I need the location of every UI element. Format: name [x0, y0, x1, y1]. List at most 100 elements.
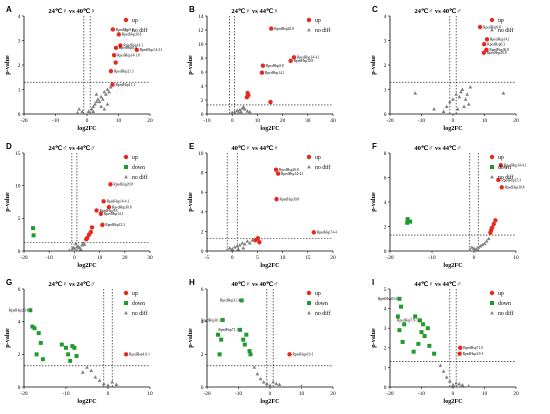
panel-label: E [189, 142, 195, 151]
nodiff-point [245, 239, 250, 243]
x-tick-label: 10 [97, 255, 103, 261]
series-up [253, 167, 317, 245]
up-point [86, 232, 92, 237]
panel-label: D [6, 142, 12, 151]
gene-label: RpedHsp14-4.1 [107, 200, 130, 204]
nodiff-point [69, 247, 74, 252]
gene-label: RpedHsp20.8 [487, 51, 507, 55]
x-tick-label: 0 [473, 255, 476, 261]
nodiff-point [486, 236, 491, 241]
gene-label: RpedHsp30.3 [201, 318, 221, 322]
down-point [427, 343, 432, 348]
panel-h: H 40℃♀ vs 40℃♂ -20 -10 0 10 20 0 2 4 6 log2FC p-valu… [187, 278, 336, 405]
chart-title: 24℃♂ vs 44℃♂ [48, 144, 95, 152]
nodiff-point [88, 110, 93, 115]
nodiff-point [99, 104, 104, 109]
up-point [488, 230, 493, 235]
nodiff-point [264, 381, 269, 386]
legend-label-nodiff: no diff [498, 27, 514, 34]
x-tick-label: 10 [147, 391, 153, 397]
x-tick-label: 30 [147, 255, 153, 261]
gene-label: RpedHsp14.1 [104, 212, 124, 216]
y-tick-label: 0 [384, 249, 387, 255]
legend-marker-nodiff [490, 175, 494, 179]
down-point [40, 357, 45, 362]
up-point [491, 221, 496, 227]
y-tick-label: 6 [201, 287, 204, 293]
legend-marker-down [490, 301, 494, 305]
legend-marker-nodiff [307, 311, 311, 315]
x-tick-label: 5 [256, 255, 259, 261]
legend-marker-down [124, 165, 128, 169]
up-point [244, 95, 250, 100]
x-tick-label: -20 [203, 391, 210, 397]
y-tick-label: 2 [18, 352, 21, 358]
nodiff-point [250, 238, 255, 242]
y-tick-label: 4 [384, 200, 387, 206]
nodiff-point [100, 97, 105, 101]
x-axis-label: log2FC [443, 398, 462, 405]
nodiff-point [451, 97, 455, 101]
gene-label: RpedHsp14.1 [123, 44, 143, 48]
up-point [260, 63, 266, 68]
y-tick-label: 6 [384, 175, 387, 181]
series-up [457, 345, 463, 356]
nodiff-point [102, 89, 107, 94]
legend-marker-up [489, 17, 495, 23]
panel-i: I 44℃♀ vs 44℃♂ -20 -10 0 10 20 0 1 2 3 4 5 log2FC p-va… [370, 278, 519, 405]
nodiff-point [484, 239, 489, 243]
x-axis-label: log2FC [443, 125, 462, 132]
down-point [400, 339, 405, 344]
up-point [118, 43, 123, 48]
legend-marker-up [489, 154, 495, 160]
series-up [244, 26, 297, 105]
down-point [405, 217, 410, 222]
nodiff-point [241, 105, 246, 109]
down-point [411, 349, 416, 354]
gene-label: RpedHsp30.8 [489, 48, 509, 52]
gene-label: RpedHsp7.9-1 [397, 319, 418, 323]
y-tick-label: 2 [201, 229, 204, 235]
chart-title: 24℃♀ vs 44℃♀ [231, 7, 278, 15]
down-point [31, 233, 36, 238]
gene-label: RpedHsp71.1 [218, 328, 238, 332]
y-tick-label: 5 [18, 216, 21, 222]
x-axis-label: log2FC [77, 398, 96, 405]
up-point [110, 27, 116, 32]
nodiff-point [106, 383, 110, 387]
y-tick-label: 10 [198, 151, 204, 157]
x-axis-label: log2FC [443, 262, 462, 269]
gene-label: RpedHsp14-4.1 [504, 164, 527, 168]
nodiff-point [472, 246, 476, 250]
nodiff-point [482, 241, 487, 246]
x-axis-label: log2FC [260, 125, 279, 132]
nodiff-point [80, 370, 85, 374]
nodiff-point [102, 107, 107, 111]
x-tick-label: -10 [62, 391, 69, 397]
up-point [259, 70, 265, 75]
y-tick-label: 0 [384, 112, 387, 118]
y-tick-label: 5 [384, 287, 387, 293]
y-tick-label: 4 [384, 14, 387, 20]
down-point [399, 304, 404, 309]
nodiff-point [236, 247, 241, 251]
gene-label: RpedHsp74-4 [317, 231, 337, 235]
nodiff-point [258, 376, 263, 381]
series-up [477, 24, 490, 55]
up-point [458, 345, 463, 350]
chart-title: 40℃♂ vs 44℃♂ [414, 144, 461, 152]
chart-title: 44℃♀ vs 44℃♂ [414, 280, 461, 288]
panel-a: A 24℃♀ vs 40℃♀ -20 -10 0 10 20 0 1 2 3 4 log2FC p-val… [4, 5, 163, 132]
up-point [113, 45, 119, 51]
x-tick-label: -20 [386, 118, 393, 124]
up-point [94, 208, 99, 213]
down-point [31, 226, 36, 231]
nodiff-point [94, 99, 99, 104]
legend-marker-up [123, 154, 129, 160]
legend-label-nodiff: no diff [498, 310, 514, 317]
legend-label-nodiff: no diff [315, 27, 331, 34]
chart-title: 24℃♀ vs 40℃♀ [48, 7, 95, 15]
legend-marker-nodiff [490, 311, 494, 315]
y-axis-label: p-value [370, 328, 377, 348]
